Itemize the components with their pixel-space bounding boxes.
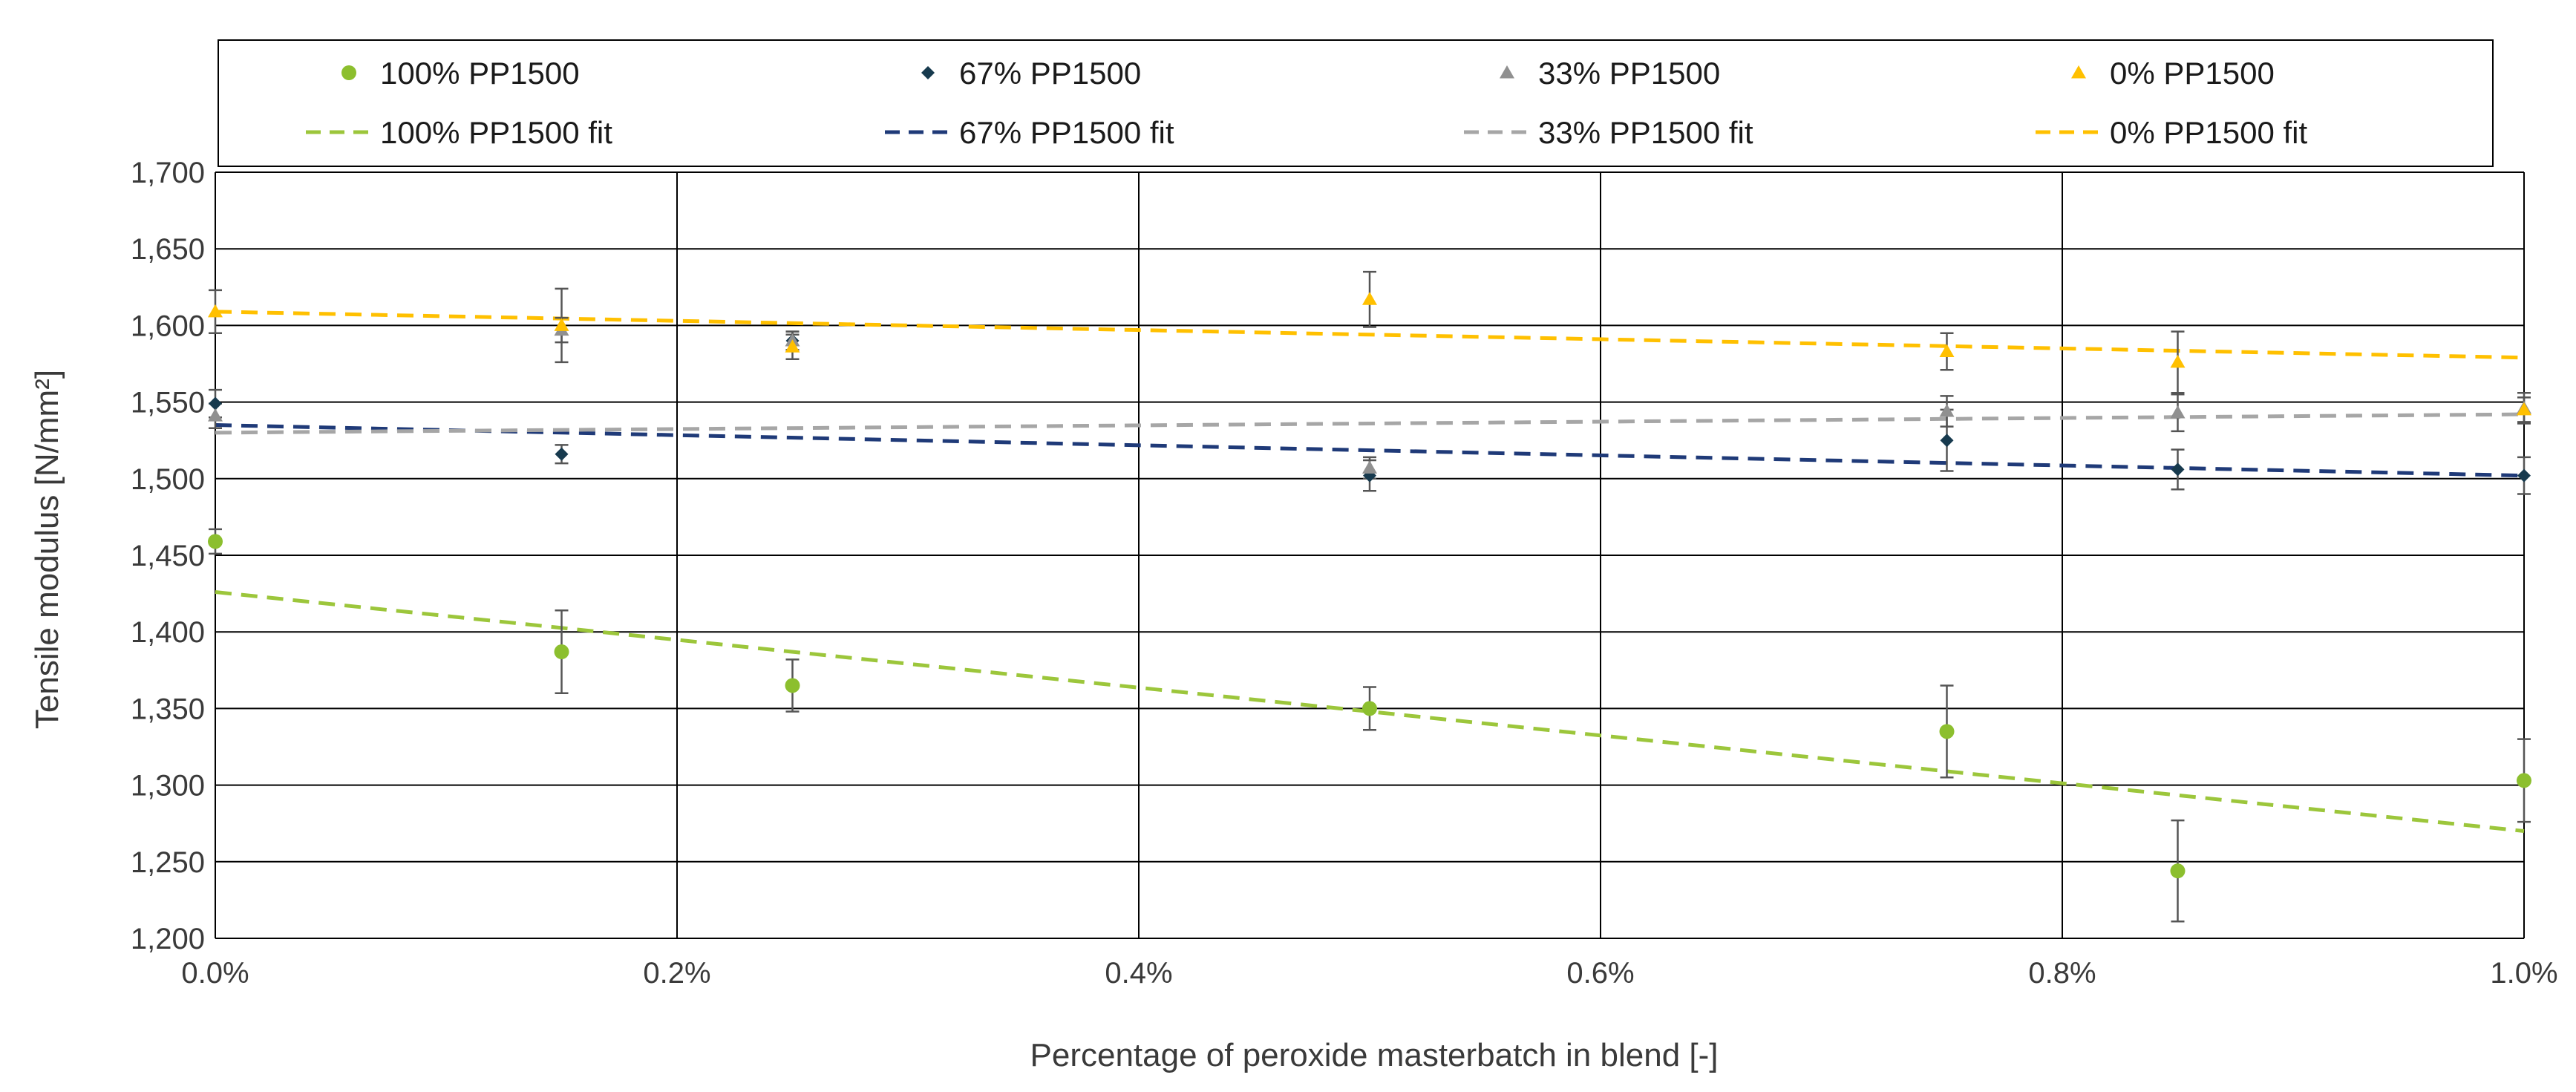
fit-line [215, 412, 2525, 435]
y-tick-label: 1,200 [131, 923, 205, 955]
x-tick-label: 0.0% [181, 957, 249, 990]
fit-line [215, 590, 2525, 834]
legend-fit-label: 0% PP1500 fit [2110, 115, 2308, 150]
legend-fit-label: 100% PP1500 fit [380, 115, 612, 150]
data-point [208, 408, 223, 422]
data-point [554, 318, 569, 331]
data-points [208, 270, 2531, 923]
data-point [1362, 460, 1377, 474]
data-point [208, 534, 223, 549]
x-axis-title: Percentage of peroxide masterbatch in bl… [1030, 1037, 1719, 1073]
legend-marker [921, 66, 935, 79]
gridlines [215, 171, 2525, 939]
y-tick-label: 1,650 [131, 233, 205, 266]
data-point [208, 304, 223, 318]
y-axis-title: Tensile modulus [N/mm²] [29, 370, 65, 729]
legend-marker [1500, 65, 1514, 79]
legend-marker [2071, 65, 2086, 79]
y-tick-label: 1,350 [131, 693, 205, 725]
fit-lines [215, 310, 2525, 834]
data-point [1940, 434, 1954, 448]
y-tick-label: 1,550 [131, 387, 205, 419]
data-point [2517, 402, 2531, 416]
x-tick-label: 0.4% [1105, 957, 1172, 990]
y-tick-label: 1,250 [131, 846, 205, 879]
data-point [209, 396, 222, 411]
x-tick-label: 0.6% [1566, 957, 1634, 990]
data-point [1939, 403, 1955, 417]
data-point [2517, 468, 2531, 483]
x-tick-label: 0.8% [2028, 957, 2096, 990]
data-point [2170, 405, 2186, 419]
legend-box [218, 39, 2494, 167]
tick-labels: 1,200 1,250 1,300 1,350 1,400 1,450 1,500 1,550… [131, 157, 2558, 990]
legend: 100% PP1500 100% PP1500 fit 67% PP1500 67% … [218, 39, 2494, 167]
data-point [1939, 724, 1955, 739]
fit-line [215, 423, 2525, 478]
data-point [554, 644, 569, 660]
data-point [1362, 292, 1377, 305]
legend-marker [341, 65, 356, 80]
y-tick-label: 1,300 [131, 770, 205, 802]
legend-label: 33% PP1500 [1538, 56, 1720, 91]
data-point [2171, 462, 2185, 477]
legend-fit-label: 67% PP1500 fit [959, 115, 1174, 150]
data-point [1362, 701, 1377, 716]
x-tick-label: 1.0% [2490, 957, 2557, 990]
legend-label: 67% PP1500 [959, 56, 1141, 91]
y-tick-label: 1,400 [131, 616, 205, 649]
legend-label: 0% PP1500 [2110, 56, 2275, 91]
data-point [555, 447, 569, 461]
legend-fit-label: 33% PP1500 fit [1538, 115, 1753, 150]
x-tick-label: 0.2% [643, 957, 710, 990]
data-point [785, 678, 800, 693]
y-tick-label: 1,500 [131, 463, 205, 496]
data-point [1939, 344, 1955, 357]
y-tick-label: 1,450 [131, 540, 205, 572]
data-point [785, 339, 800, 353]
fit-line [215, 310, 2525, 360]
data-point [2170, 863, 2186, 879]
legend-label: 100% PP1500 [380, 56, 580, 91]
data-point [2170, 354, 2186, 368]
y-tick-label: 1,700 [131, 157, 205, 189]
y-tick-label: 1,600 [131, 310, 205, 342]
data-point [2517, 773, 2531, 788]
